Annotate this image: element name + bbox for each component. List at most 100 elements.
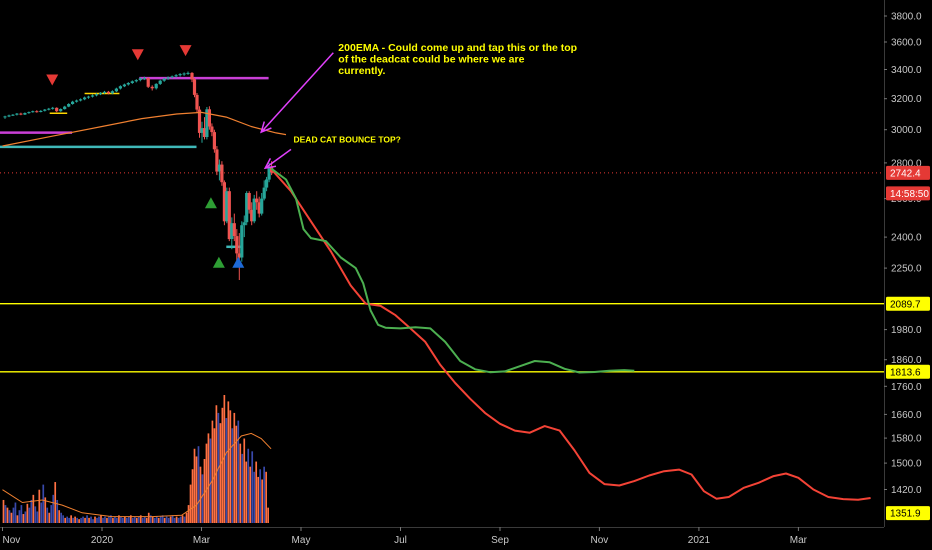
candle-body bbox=[11, 114, 15, 116]
price-badge bbox=[886, 364, 930, 379]
horizontal-levels bbox=[0, 76, 884, 373]
arrow-to-ema bbox=[260, 52, 334, 133]
candle-body bbox=[182, 73, 186, 75]
candle-body bbox=[212, 132, 216, 150]
volume-bar bbox=[235, 425, 238, 523]
annotation-deadcat: DEAD CAT BOUNCE TOP? bbox=[294, 135, 401, 145]
volume-bar bbox=[108, 516, 110, 523]
price-badge-label: 14:58:50 bbox=[890, 189, 929, 200]
candle-body bbox=[257, 202, 261, 214]
arrow-to-top bbox=[264, 148, 292, 169]
volume-bar bbox=[46, 507, 49, 523]
volume-bar bbox=[20, 505, 23, 523]
price-tick-label: 2800.0 bbox=[891, 158, 922, 169]
volume-bar bbox=[112, 517, 114, 523]
volume-bar bbox=[78, 519, 80, 523]
price-tick-label: 3000.0 bbox=[891, 125, 922, 136]
time-tick-label: Mar bbox=[193, 535, 211, 546]
volume-bar bbox=[267, 507, 269, 523]
volume-bar bbox=[223, 395, 226, 523]
volume-bar bbox=[149, 515, 152, 523]
candle-body bbox=[178, 74, 182, 76]
volume-bar bbox=[104, 516, 106, 523]
price-badge bbox=[886, 165, 930, 180]
volume-bar bbox=[90, 516, 92, 523]
candle-body bbox=[126, 83, 130, 85]
volume-bar bbox=[185, 512, 188, 523]
volume-bar bbox=[24, 511, 27, 523]
volume-bar bbox=[233, 412, 236, 523]
candle-body bbox=[232, 223, 236, 236]
candle-body bbox=[205, 109, 209, 137]
volume-bar bbox=[219, 423, 222, 523]
volume-bar bbox=[251, 451, 254, 523]
volume-bar bbox=[255, 461, 258, 523]
price-badges: 2742.4 14:58:50 2089.7 1813.6 1351.9 bbox=[886, 165, 930, 521]
volume-bar bbox=[70, 515, 72, 523]
price-tick-label: 3200.0 bbox=[891, 94, 922, 105]
candle-body bbox=[186, 72, 190, 74]
candle-body bbox=[197, 109, 202, 133]
candle-body bbox=[262, 187, 266, 199]
volume-bar bbox=[201, 474, 204, 523]
volume-bar bbox=[161, 515, 164, 523]
candle-body bbox=[166, 77, 170, 79]
volume-bar bbox=[16, 515, 19, 523]
volume-bar bbox=[100, 515, 102, 523]
candle-body bbox=[102, 91, 107, 93]
price-tick-label: 3800.0 bbox=[891, 12, 922, 23]
candle-body bbox=[255, 198, 259, 203]
candle-body bbox=[260, 198, 264, 214]
volume-ma-line bbox=[2, 432, 272, 518]
signal-markers bbox=[46, 45, 245, 268]
candle-body bbox=[110, 91, 114, 94]
candle-body bbox=[86, 96, 91, 98]
volume-bar bbox=[249, 466, 252, 523]
volume-bar bbox=[98, 516, 100, 523]
volume-bar bbox=[74, 516, 76, 523]
volume-bar bbox=[80, 517, 82, 523]
time-tick-label: 2020 bbox=[91, 535, 114, 546]
annotation-200ema-line: currently. bbox=[338, 65, 385, 77]
candle-body bbox=[51, 107, 55, 109]
volume-bar bbox=[2, 499, 5, 523]
volume-bar bbox=[135, 517, 138, 523]
price-tick-label: 1660.0 bbox=[891, 410, 922, 421]
volume-bar bbox=[128, 516, 130, 523]
volume-bar bbox=[52, 494, 55, 523]
arrow-to-top-head bbox=[263, 158, 277, 170]
candle-body bbox=[118, 86, 122, 89]
candle-body bbox=[15, 113, 19, 115]
candle-body bbox=[245, 193, 249, 223]
volume-bar bbox=[122, 517, 124, 523]
candle-body bbox=[114, 88, 118, 92]
candle-body bbox=[67, 104, 71, 107]
candle-body bbox=[31, 111, 35, 113]
price-badge-label: 1351.9 bbox=[890, 509, 921, 520]
time-axis[interactable]: Nov 2020 Mar May Jul Sep Nov 2021 Mar bbox=[2, 527, 808, 546]
volume-bar bbox=[131, 517, 134, 523]
volume-bar bbox=[6, 507, 9, 523]
volume-bar bbox=[179, 516, 182, 523]
candle-body bbox=[83, 97, 87, 100]
price-tick-label: 1500.0 bbox=[891, 459, 922, 470]
volume-bar bbox=[209, 438, 212, 523]
volume-bar bbox=[169, 516, 172, 523]
candlestick-series bbox=[3, 71, 274, 280]
volume-bar bbox=[175, 516, 178, 523]
time-tick-label: Nov bbox=[591, 535, 609, 546]
candle-body bbox=[47, 108, 51, 110]
volume-bar bbox=[239, 443, 242, 523]
volume-bar bbox=[92, 519, 94, 523]
candle-body bbox=[217, 164, 221, 172]
volume-bar bbox=[133, 516, 136, 523]
volume-bar bbox=[32, 494, 35, 523]
volume-bar bbox=[259, 469, 262, 523]
volume-bar bbox=[48, 512, 51, 523]
candle-body bbox=[79, 99, 83, 101]
candle-body bbox=[150, 86, 154, 89]
candle-body bbox=[190, 72, 194, 80]
price-badge bbox=[886, 506, 930, 521]
volume-bar bbox=[187, 505, 190, 523]
